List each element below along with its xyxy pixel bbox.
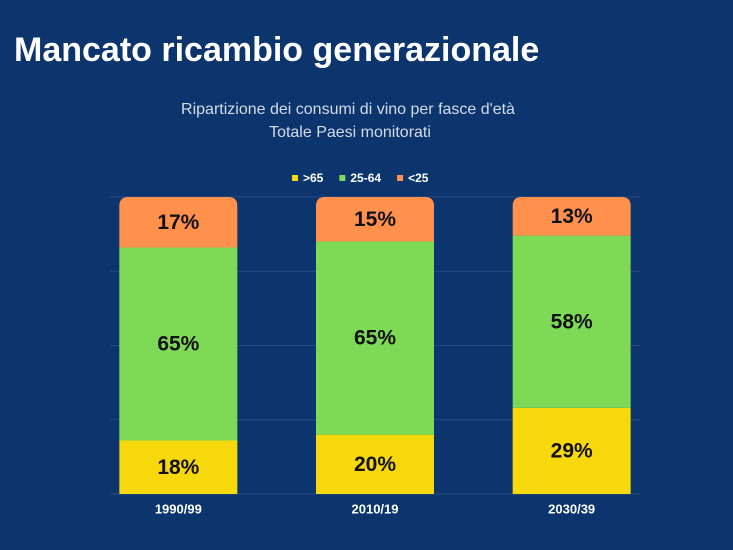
data-label: 29% (551, 439, 593, 462)
bar-segment (316, 197, 434, 242)
data-label: 65% (354, 327, 396, 350)
legend-swatch (339, 175, 346, 181)
data-label: 13% (551, 205, 593, 228)
legend-swatch (397, 175, 404, 181)
data-label: 18% (157, 456, 199, 479)
data-label: 17% (157, 211, 199, 234)
data-label: 15% (354, 208, 396, 231)
legend-label: 25-64 (350, 171, 381, 185)
data-label: 58% (551, 310, 593, 333)
legend-swatch (292, 175, 298, 181)
chart-subtitle: Ripartizione dei consumi di vino per fas… (181, 101, 515, 118)
bar-segment (119, 440, 238, 494)
x-tick-label: 2010/19 (352, 501, 399, 516)
legend-label: >65 (303, 171, 324, 185)
x-tick-label: 1990/99 (155, 501, 202, 516)
bar-segment (512, 197, 631, 236)
legend-label: <25 (408, 171, 429, 185)
bar-segment (119, 247, 238, 441)
bar-segment (512, 407, 631, 494)
bar-segment (512, 235, 631, 408)
data-label: 65% (157, 333, 199, 356)
chart-subtitle: Totale Paesi monitorati (269, 124, 431, 141)
x-tick-label: 2030/39 (548, 501, 595, 516)
chart-title: Mancato ricambio generazionale (14, 31, 539, 69)
data-label: 20% (354, 453, 396, 476)
bar-segment (119, 197, 238, 248)
bar-segment (316, 434, 434, 494)
bar-segment (316, 241, 434, 435)
